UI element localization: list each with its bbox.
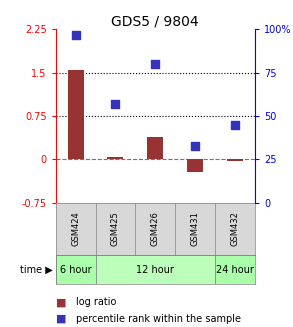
Text: GSM431: GSM431	[191, 212, 200, 246]
Text: 24 hour: 24 hour	[216, 265, 254, 275]
Point	[153, 61, 158, 67]
Bar	[68, 70, 84, 159]
Bar	[187, 159, 203, 172]
Text: ■: ■	[56, 298, 66, 307]
Point	[113, 101, 118, 107]
Bar	[56, 255, 96, 284]
Point	[233, 122, 237, 127]
Title: GDS5 / 9804: GDS5 / 9804	[111, 14, 199, 28]
Point	[193, 143, 197, 148]
Bar	[96, 255, 215, 284]
Text: GSM424: GSM424	[71, 212, 80, 246]
Bar	[215, 255, 255, 284]
Text: ■: ■	[56, 314, 66, 324]
Bar	[227, 159, 243, 161]
Text: 12 hour: 12 hour	[136, 265, 174, 275]
Point	[73, 32, 78, 37]
Text: GSM426: GSM426	[151, 212, 160, 246]
Text: 6 hour: 6 hour	[60, 265, 91, 275]
Text: log ratio: log ratio	[76, 298, 117, 307]
Text: time ▶: time ▶	[20, 265, 53, 275]
Bar	[108, 157, 123, 159]
Text: percentile rank within the sample: percentile rank within the sample	[76, 314, 241, 324]
Text: GSM425: GSM425	[111, 212, 120, 246]
Bar	[147, 137, 163, 159]
Text: GSM432: GSM432	[231, 212, 239, 246]
